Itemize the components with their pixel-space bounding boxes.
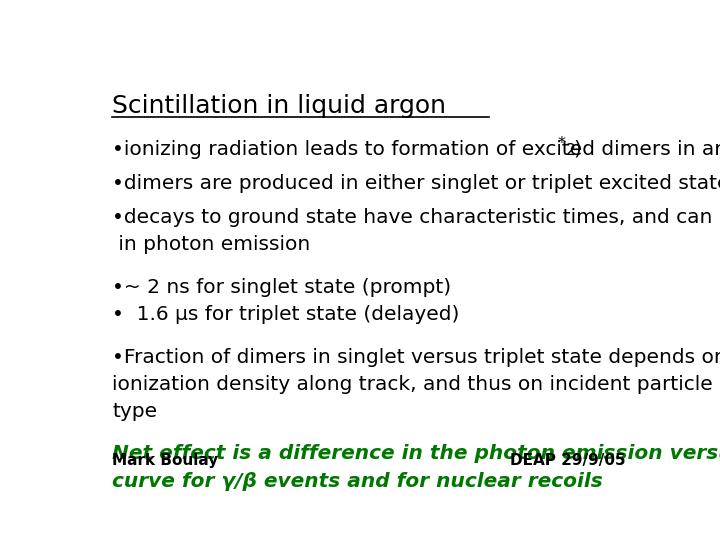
Text: ionization density along track, and thus on incident particle: ionization density along track, and thus… [112,375,713,394]
Text: *: * [557,136,565,151]
Text: •  1.6 μs for triplet state (delayed): • 1.6 μs for triplet state (delayed) [112,305,459,324]
Text: •Fraction of dimers in singlet versus triplet state depends on: •Fraction of dimers in singlet versus tr… [112,348,720,367]
Text: •decays to ground state have characteristic times, and can result: •decays to ground state have characteris… [112,208,720,227]
Text: •~ 2 ns for singlet state (prompt): •~ 2 ns for singlet state (prompt) [112,278,451,297]
Text: •dimers are produced in either singlet or triplet excited states: •dimers are produced in either singlet o… [112,174,720,193]
Text: in photon emission: in photon emission [112,235,310,254]
Text: Net effect is a difference in the photon emission versus time: Net effect is a difference in the photon… [112,443,720,463]
Text: 2: 2 [565,143,575,158]
Text: curve for γ/β events and for nuclear recoils: curve for γ/β events and for nuclear rec… [112,472,603,491]
Text: •ionizing radiation leads to formation of excited dimers in argon (Ar: •ionizing radiation leads to formation o… [112,140,720,159]
Text: Mark Boulay: Mark Boulay [112,453,219,468]
Text: ): ) [573,140,581,159]
Text: type: type [112,402,158,421]
Text: Scintillation in liquid argon: Scintillation in liquid argon [112,94,446,118]
Text: DEAP 29/9/05: DEAP 29/9/05 [510,453,626,468]
